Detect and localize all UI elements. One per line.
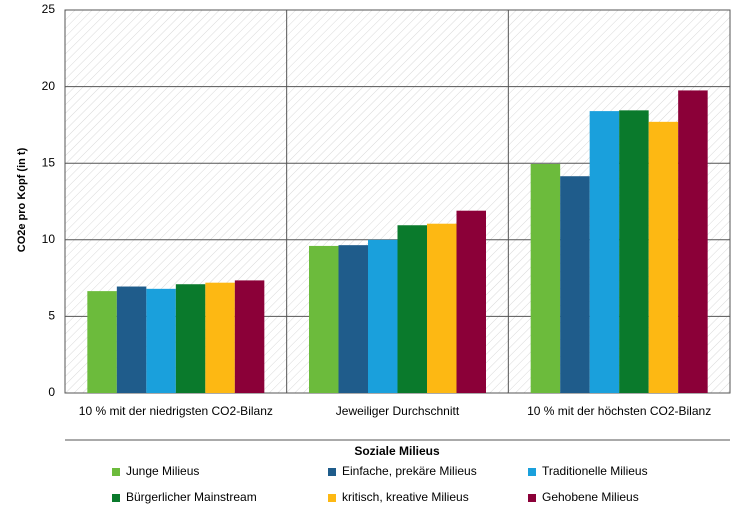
bar bbox=[648, 121, 679, 393]
bar bbox=[116, 286, 147, 393]
legend-swatch bbox=[528, 494, 536, 502]
y-tick-label: 20 bbox=[42, 79, 56, 93]
bar bbox=[456, 210, 486, 393]
bar bbox=[678, 90, 708, 394]
y-tick-label: 10 bbox=[42, 232, 56, 246]
legend-label: Bürgerlicher Mainstream bbox=[126, 490, 257, 504]
bar bbox=[589, 111, 620, 393]
y-tick-label: 0 bbox=[48, 385, 55, 399]
legend-label: Einfache, prekäre Milieus bbox=[342, 464, 477, 478]
x-tick-label: Jeweiliger Durchschnitt bbox=[335, 404, 460, 418]
legend-label: Gehobene Milieus bbox=[542, 490, 639, 504]
bar bbox=[234, 280, 265, 393]
bar bbox=[427, 223, 457, 393]
bar bbox=[397, 225, 427, 393]
bar bbox=[338, 245, 368, 393]
legend-swatch bbox=[328, 468, 336, 476]
bar bbox=[175, 284, 206, 393]
legend-label: kritisch, kreative Milieus bbox=[342, 490, 469, 504]
bar bbox=[368, 239, 398, 393]
legend-swatch bbox=[328, 494, 336, 502]
y-tick-label: 15 bbox=[42, 155, 56, 169]
x-tick-label: 10 % mit der niedrigsten CO2-Bilanz bbox=[78, 404, 273, 418]
bar bbox=[146, 288, 176, 393]
y-axis-title: CO2e pro Kopf (in t) bbox=[16, 147, 28, 252]
bar bbox=[530, 163, 561, 393]
bar bbox=[619, 110, 649, 393]
legend-label: Junge Milieus bbox=[126, 464, 199, 478]
legend-swatch bbox=[528, 468, 536, 476]
x-axis-title: Soziale Milieus bbox=[354, 444, 440, 458]
bar bbox=[560, 176, 590, 393]
legend-swatch bbox=[112, 494, 120, 502]
bar bbox=[205, 282, 235, 393]
legend-label: Traditionelle Milieus bbox=[542, 464, 648, 478]
y-tick-label: 25 bbox=[42, 2, 56, 16]
x-tick-label: 10 % mit der höchsten CO2-Bilanz bbox=[527, 404, 712, 418]
bar bbox=[87, 291, 117, 393]
bar bbox=[309, 245, 339, 393]
legend-swatch bbox=[112, 468, 120, 476]
y-tick-label: 5 bbox=[48, 309, 55, 323]
